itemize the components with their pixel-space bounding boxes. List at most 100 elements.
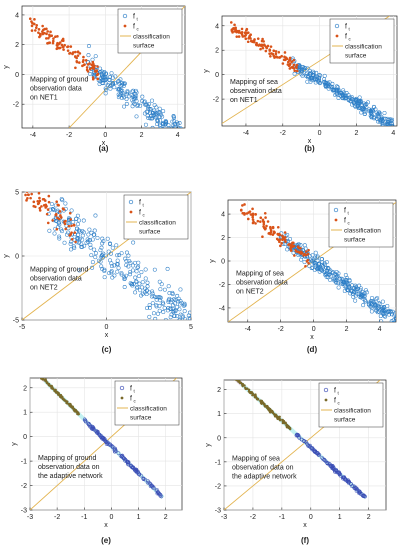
data-point-fc: [41, 188, 44, 191]
data-point-ft: [307, 72, 312, 77]
data-point-fc: [51, 219, 54, 222]
data-point-ft: [108, 251, 113, 256]
data-point-fc: [40, 205, 43, 208]
data-point-fc: [256, 37, 260, 40]
data-point-fc: [241, 382, 245, 386]
data-point-ft: [179, 127, 183, 128]
data-point-ft: [392, 311, 396, 316]
data-point-ft: [107, 78, 112, 83]
data-point-ft: [91, 232, 96, 237]
data-point-ft: [72, 245, 77, 250]
data-point-ft: [157, 106, 162, 111]
data-point-ft: [302, 438, 306, 443]
data-point-fc: [62, 398, 65, 401]
legend-label-ft: f: [139, 200, 141, 207]
data-point-ft: [377, 301, 382, 306]
data-point-ft: [351, 294, 356, 299]
data-point-fc: [254, 222, 257, 225]
data-point-ft: [315, 77, 320, 82]
annotation-text: Mapping of sea: [232, 456, 280, 463]
data-point-ft: [124, 263, 129, 268]
data-point-ft: [150, 111, 155, 116]
data-point-ft: [99, 435, 103, 439]
data-point-ft: [375, 112, 380, 117]
y-axis-label: y: [203, 69, 210, 73]
data-point-ft: [100, 78, 105, 83]
y-tick-label: -2: [13, 102, 19, 109]
data-point-ft: [81, 218, 86, 223]
data-point-ft: [334, 91, 339, 96]
x-tick-label: -3: [27, 514, 33, 521]
data-point-fc: [235, 380, 238, 382]
data-point-ft: [390, 117, 395, 122]
data-point-ft: [122, 81, 127, 86]
data-point-ft: [317, 80, 322, 85]
data-point-fc: [75, 60, 79, 64]
data-point-ft: [153, 316, 158, 320]
data-point-ft: [157, 279, 162, 284]
data-point-fc: [56, 46, 59, 49]
data-point-ft: [374, 297, 379, 302]
panel-label: (b): [304, 144, 315, 153]
data-point-ft: [139, 270, 144, 275]
data-point-fc: [37, 371, 39, 373]
data-point-ft: [112, 449, 117, 454]
data-point-ft: [138, 288, 143, 293]
data-point-ft: [122, 456, 127, 461]
legend-label-fc: f: [334, 398, 336, 405]
data-point-ft: [131, 281, 136, 286]
data-point-fc: [295, 250, 298, 253]
data-point-fc: [276, 238, 280, 242]
x-tick-label: 2: [164, 514, 168, 521]
data-point-ft: [341, 88, 346, 93]
legend-box: [117, 8, 183, 54]
data-point-ft: [327, 80, 332, 85]
data-point-fc: [271, 225, 275, 229]
annotation-text: on NET1: [30, 95, 58, 102]
data-point-ft: [345, 276, 350, 281]
panel-label: (e): [101, 536, 111, 545]
plot-marks: [30, 371, 177, 510]
data-point-ft: [166, 126, 171, 128]
data-point-ft: [134, 269, 139, 274]
data-point-fc: [92, 67, 96, 71]
data-point-ft: [166, 284, 171, 289]
data-point-ft: [381, 308, 386, 313]
annotation-text: the adaptive network: [38, 473, 103, 480]
data-point-ft: [187, 310, 191, 315]
annotation-text: observation data: [230, 88, 282, 95]
data-point-ft: [112, 273, 117, 278]
y-axis-label: y: [205, 443, 212, 447]
data-point-ft: [109, 269, 114, 274]
data-point-ft: [97, 433, 102, 437]
data-point-ft: [179, 139, 182, 142]
data-point-ft: [356, 99, 361, 104]
data-point-ft: [162, 305, 167, 310]
data-point-ft: [59, 197, 64, 202]
data-point-fc: [262, 43, 266, 46]
data-point-ft: [354, 489, 359, 493]
data-point-ft: [101, 436, 105, 441]
data-point-ft: [174, 328, 177, 331]
data-point-fc: [36, 199, 40, 203]
data-point-ft: [163, 121, 168, 126]
data-point-ft: [313, 250, 318, 255]
data-point-fc: [253, 38, 256, 41]
annotation-text: on NET2: [30, 284, 58, 291]
data-point-ft: [110, 75, 115, 80]
data-point-ft: [340, 96, 345, 101]
data-point-ft: [385, 125, 388, 126]
data-point-ft: [368, 113, 373, 118]
y-tick-label: 2: [221, 235, 225, 242]
data-point-fc: [261, 235, 264, 239]
legend-box: [123, 194, 189, 240]
data-point-ft: [88, 242, 93, 247]
y-axis-label: y: [209, 259, 216, 263]
data-point-ft: [146, 106, 151, 111]
legend-subscript-t: t: [137, 17, 139, 22]
data-point-ft: [59, 227, 64, 232]
data-point-ft: [91, 426, 95, 431]
data-point-fc: [55, 200, 58, 204]
